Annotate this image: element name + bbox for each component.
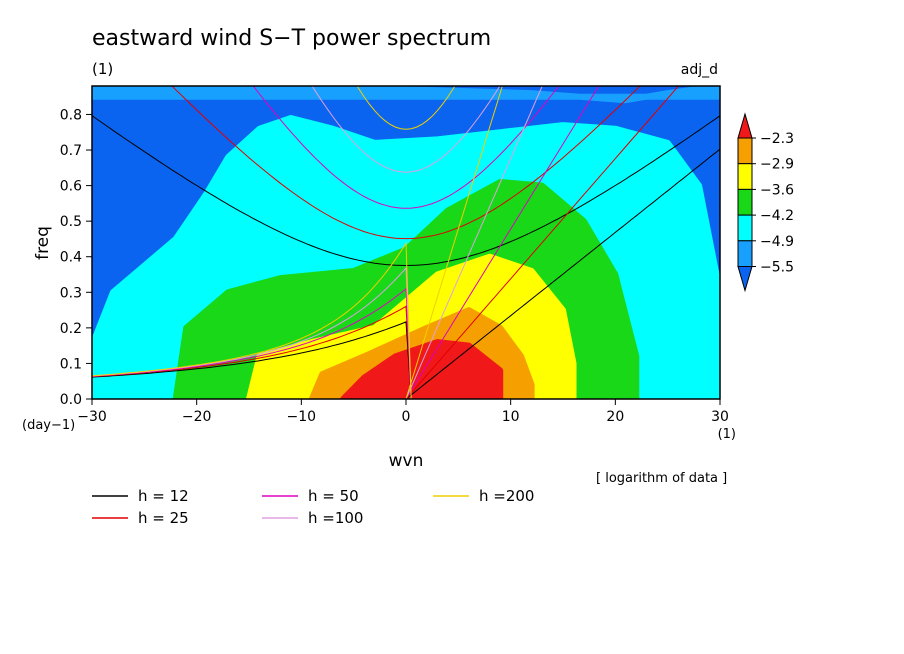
y-tick-label: 0.7 (60, 143, 82, 159)
colorbar-band (737, 163, 753, 190)
colorbar-label: −4.9 (760, 234, 794, 250)
contour-region-1 (92, 86, 720, 104)
mrg-curve-h50 (92, 287, 720, 399)
y-tick-label: 0.5 (60, 214, 82, 230)
x-tick-label: 10 (502, 409, 520, 425)
igw-curve-h50 (252, 86, 560, 209)
curve-legend: h = 12 h = 25 h = 50 h =100 h =200 (92, 487, 534, 527)
legend-label: h = 50 (308, 487, 359, 505)
kelvin-curve-h200 (405, 86, 503, 399)
colorbar-band (737, 214, 753, 242)
y-tick-label: 0.6 (60, 179, 82, 195)
y-tick-label: 0.1 (60, 356, 82, 372)
mrg-curve-h12 (92, 321, 720, 399)
kelvin-curve-h100 (405, 86, 543, 399)
kelvin-curve-h50 (405, 86, 600, 399)
y-unit-bottom-label: (day−1) (22, 418, 75, 433)
colorbar-bottom-arrow (737, 266, 753, 293)
x-axis-ticks: −30 −20 −10 0 10 20 30 (77, 399, 729, 425)
y-tick-label: 0.2 (60, 321, 82, 337)
igw-curve-h100 (311, 86, 501, 173)
y-tick-label: 0.0 (60, 392, 82, 408)
kelvin-curve-h25 (405, 86, 680, 399)
legend-label: h =100 (308, 509, 363, 527)
colorbar-top-arrow (737, 112, 753, 139)
colorbar-band (737, 240, 753, 268)
y-axis-ticks: 0.0 0.1 0.2 0.3 0.4 0.5 0.6 0.7 0.8 (60, 107, 92, 408)
legend-label: h =200 (479, 487, 534, 505)
mrg-curve-h100 (92, 266, 720, 399)
y-unit-label: (1) (92, 60, 113, 78)
x-axis-label: wvn (389, 451, 424, 471)
colorbar-label: −2.3 (760, 131, 794, 147)
colorbar-label: −3.6 (760, 182, 794, 198)
colorbar-label: −2.9 (760, 157, 794, 173)
x-tick-label: 0 (402, 409, 411, 425)
igw-curve-h200 (356, 86, 456, 130)
colorbar-band (737, 188, 753, 216)
dispersion-curves (92, 86, 720, 399)
y-tick-label: 0.3 (60, 285, 82, 301)
legend-label: h = 12 (138, 487, 189, 505)
x-tick-label: −10 (287, 409, 317, 425)
y-tick-label: 0.4 (60, 250, 82, 266)
plot-area (92, 86, 720, 399)
colorbar-band (737, 137, 753, 165)
x-unit-label: (1) (718, 427, 736, 442)
legend-label: h = 25 (138, 509, 189, 527)
experiment-label: adj_d (681, 62, 718, 78)
y-axis-label: freq (33, 226, 53, 260)
igw-curve-h12 (92, 115, 720, 267)
contour-region-6 (340, 339, 504, 399)
log-note: [ logarithm of data ] (596, 471, 727, 486)
x-tick-label: −20 (182, 409, 212, 425)
x-tick-label: 30 (711, 409, 729, 425)
y-tick-label: 0.8 (60, 107, 82, 123)
mrg-curve-h200 (92, 241, 720, 399)
kelvin-curve-h12 (405, 148, 720, 399)
x-tick-label: −30 (77, 409, 107, 425)
mrg-curve-h25 (92, 305, 720, 399)
colorbar-label: −5.5 (760, 260, 794, 276)
igw-curve-h25 (171, 86, 641, 240)
x-tick-label: 20 (606, 409, 624, 425)
colorbar-label: −4.2 (760, 208, 794, 224)
chart-title: eastward wind S−T power spectrum (92, 26, 491, 51)
colorbar: −2.3 −2.9 −3.6 −4.2 −4.9 −5.5 (737, 112, 794, 293)
